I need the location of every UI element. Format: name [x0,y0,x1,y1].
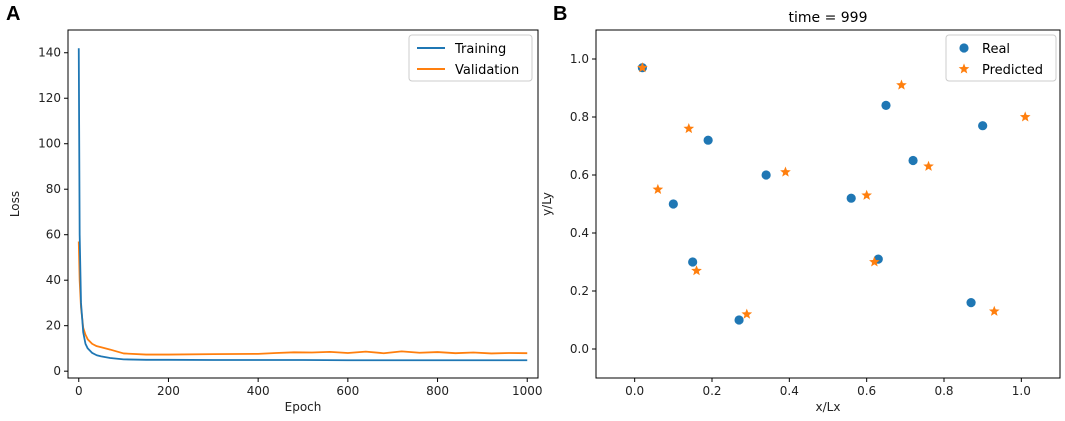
point-real [978,121,988,131]
point-predicted [780,166,791,177]
legend-label-predicted: Predicted [982,63,1043,78]
position-chart-ticks: 0.0 0.2 0.4 0.6 0.8 1.0 0.0 0.2 0.4 0.6 0.8 1.0 [570,52,1031,398]
loss-chart-xtick-label: 0 [75,384,83,398]
loss-chart-xtick-label: 600 [336,384,359,398]
point-real [761,170,771,180]
position-chart-ytick-label: 0.4 [570,226,589,240]
loss-chart-xtick-label: 1000 [512,384,543,398]
loss-chart-xtick-label: 400 [247,384,270,398]
position-chart-xtick-label: 0.0 [625,384,644,398]
point-predicted [691,265,702,276]
loss-chart-ticks: 0 200 400 600 800 1000 0 20 40 60 80 100 120 140 [38,46,542,398]
position-chart-xtick-label: 0.8 [934,384,953,398]
position-chart-title: time = 999 [789,10,868,26]
point-real [688,257,698,267]
legend-label-real: Real [982,42,1010,57]
point-predicted [637,62,648,73]
point-real [846,193,856,203]
series-line-validation [77,241,528,356]
position-chart-series [637,62,1031,325]
panel-letter-a: A [6,3,20,25]
point-real [668,199,678,209]
position-chart-frame [595,29,1061,379]
point-real [966,298,976,308]
position-chart: time = 999 0.0 0.2 0.4 0.6 0.8 1.00.00.20.40.… [540,10,1061,414]
point-predicted [923,160,934,171]
position-chart-ylabel: y/Ly [540,192,554,216]
position-chart-xtick-label: 1.0 [1012,384,1031,398]
loss-chart-series [77,48,528,362]
loss-chart-ylabel: Loss [8,191,22,217]
legend-label-validation: Validation [455,63,519,78]
position-chart-xtick-label: 0.6 [857,384,876,398]
position-chart-ytick-label: 0.8 [570,110,589,124]
loss-chart-frame [67,29,539,379]
panel-letter-b: B [553,3,567,25]
position-chart-xlabel: x/Lx [816,400,841,414]
point-predicted [652,183,664,195]
loss-chart: 0 200 400 600 800 1000 0 20 40 60 80 100 120 140 Epoc… [8,29,543,414]
position-chart-xtick-label: 0.2 [702,384,721,398]
loss-chart-ytick-label: 80 [46,182,61,196]
position-chart-legend: Real Predicted [945,34,1057,82]
loss-chart-ytick-label: 140 [38,46,61,60]
loss-chart-ytick-label: 60 [46,228,61,242]
loss-chart-ytick-label: 20 [46,319,61,333]
point-predicted [1019,111,1031,122]
point-real [908,155,918,166]
point-real [734,315,744,325]
position-chart-ytick-label: 0.6 [570,168,589,182]
loss-chart-legend: Training Validation [408,34,533,82]
point-real [703,135,713,145]
loss-chart-ytick-label: 100 [38,137,61,151]
loss-chart-ytick-label: 120 [38,91,61,105]
point-predicted [896,79,907,90]
point-predicted [683,123,695,134]
legend-marker-predicted [958,63,970,74]
position-chart-ytick-label: 1.0 [570,52,589,66]
series-line-training [77,48,528,362]
position-chart-ytick-label: 0.2 [570,284,589,298]
legend-marker-real [959,43,969,53]
position-chart-ytick-label: 0.0 [570,342,589,356]
legend-box [945,34,1057,82]
point-predicted [869,256,880,267]
loss-chart-xtick-label: 200 [157,384,180,398]
loss-chart-ytick-label: 40 [46,273,61,287]
loss-chart-xlabel: Epoch [285,400,322,414]
loss-chart-xtick-label: 800 [426,384,449,398]
position-chart-xtick-label: 0.4 [780,384,799,398]
point-real [881,100,891,110]
loss-chart-ytick-label: 0 [53,364,61,378]
legend-label-training: Training [454,42,506,57]
point-predicted [988,305,1000,316]
point-predicted [741,308,753,319]
point-predicted [861,189,872,200]
